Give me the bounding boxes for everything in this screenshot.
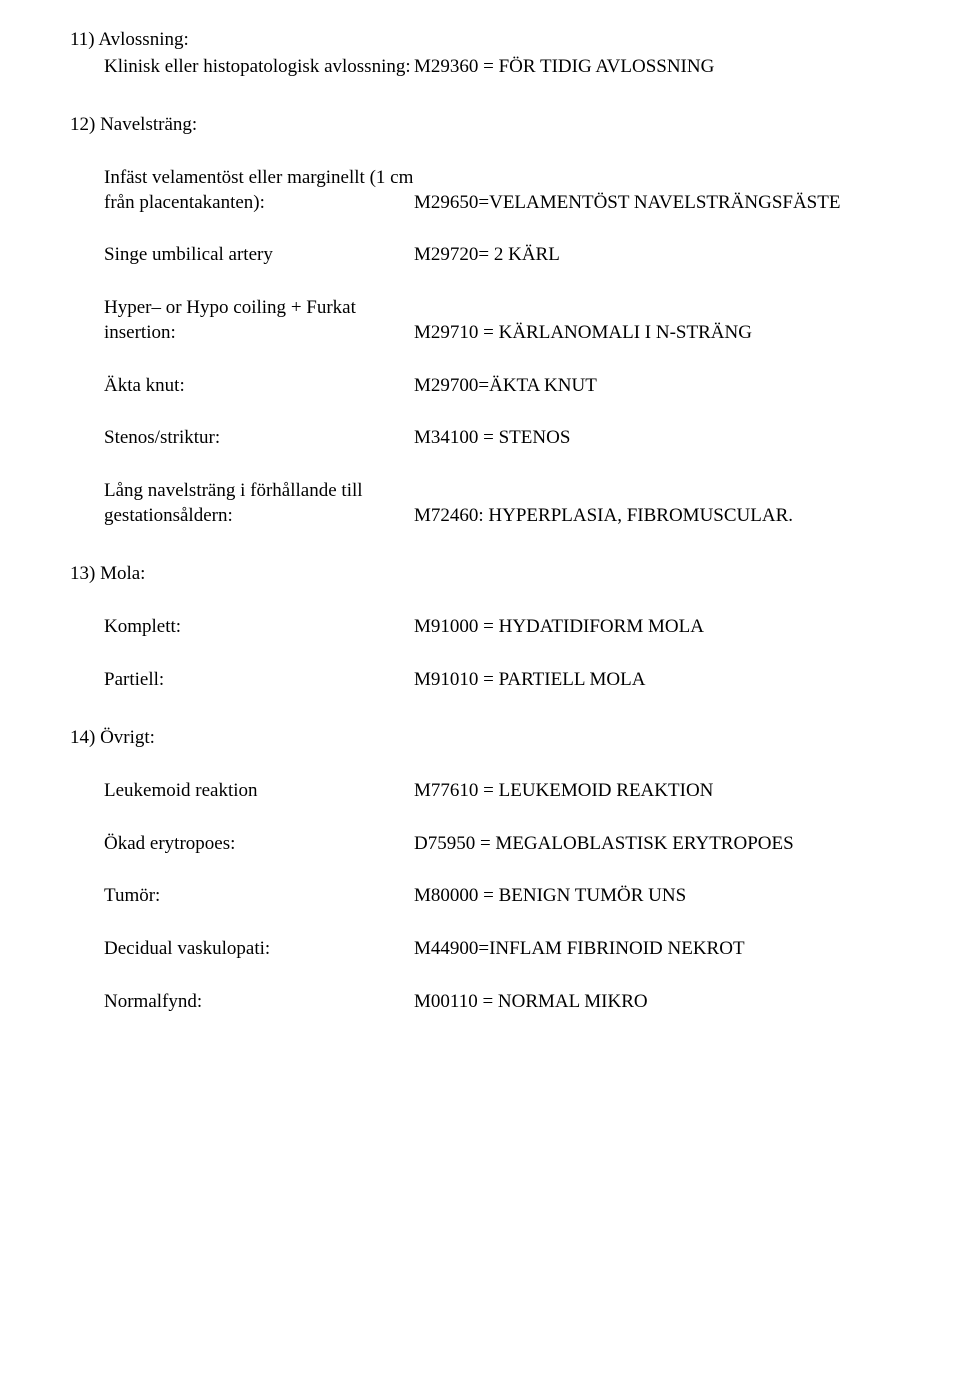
section-11-label: Klinisk eller histopatologisk avlossning…	[70, 55, 414, 80]
entry-partiell: Partiell: M91010 = PARTIELL MOLA	[70, 668, 890, 693]
entry-erytropoes: Ökad erytropoes: D75950 = MEGALOBLASTISK…	[70, 832, 890, 857]
entry-value: M44900=INFLAM FIBRINOID NEKROT	[414, 937, 890, 962]
label-line: placentakanten):	[139, 192, 265, 213]
entry-label: Singe umbilical artery	[70, 243, 414, 268]
entry-label: Ökad erytropoes:	[70, 832, 414, 857]
section-11-title: 11) Avlossning:	[70, 28, 890, 53]
label-line: gestationsåldern:	[104, 505, 233, 526]
entry-velamentost: Infäst velamentöst eller marginellt (1 c…	[70, 166, 890, 215]
entry-label: Tumör:	[70, 884, 414, 909]
section-14-title: 14) Övrigt:	[70, 726, 890, 751]
entry-label: Stenos/striktur:	[70, 426, 414, 451]
section-11: 11) Avlossning: Klinisk eller histopatol…	[70, 28, 890, 79]
entry-value: M34100 = STENOS	[414, 426, 890, 451]
entry-label: Lång navelsträng i förhållande till gest…	[70, 479, 414, 528]
code-value: M29360 = FÖR TIDIG AVLOSSNING	[414, 56, 714, 77]
label-line: avlossning:	[324, 56, 411, 77]
entry-komplett: Komplett: M91000 = HYDATIDIFORM MOLA	[70, 615, 890, 640]
label-line: Infäst velamentöst eller	[104, 167, 282, 188]
entry-singe-umbilical: Singe umbilical artery M29720= 2 KÄRL	[70, 243, 890, 268]
label-line: Lång navelsträng i	[104, 480, 245, 501]
entry-value: M80000 = BENIGN TUMÖR UNS	[414, 884, 890, 909]
entry-decidual: Decidual vaskulopati: M44900=INFLAM FIBR…	[70, 937, 890, 962]
entry-label: Hyper– or Hypo coiling + Furkat insertio…	[70, 296, 414, 345]
label-line: histopatologisk	[203, 56, 319, 77]
entry-value: M29650=VELAMENTÖST NAVELSTRÄNGSFÄSTE	[414, 191, 890, 216]
section-14: 14) Övrigt: Leukemoid reaktion M77610 = …	[70, 726, 890, 1014]
entry-label: Partiell:	[70, 668, 414, 693]
entry-value: M72460: HYPERPLASIA, FIBROMUSCULAR.	[414, 504, 890, 529]
entry-stenos: Stenos/striktur: M34100 = STENOS	[70, 426, 890, 451]
entry-value: M29720= 2 KÄRL	[414, 243, 890, 268]
entry-label: Normalfynd:	[70, 990, 414, 1015]
entry-value: M77610 = LEUKEMOID REAKTION	[414, 779, 890, 804]
entry-value: M00110 = NORMAL MIKRO	[414, 990, 890, 1015]
entry-value: M91010 = PARTIELL MOLA	[414, 668, 890, 693]
entry-akta-knut: Äkta knut: M29700=ÄKTA KNUT	[70, 374, 890, 399]
section-13-title: 13) Mola:	[70, 562, 890, 587]
section-12-title: 12) Navelsträng:	[70, 113, 890, 138]
section-12: 12) Navelsträng: Infäst velamentöst elle…	[70, 113, 890, 528]
entry-value: D75950 = MEGALOBLASTISK ERYTROPOES	[414, 832, 890, 857]
entry-label: Äkta knut:	[70, 374, 414, 399]
entry-value: M29710 = KÄRLANOMALI I N-STRÄNG	[414, 321, 890, 346]
document-page: 11) Avlossning: Klinisk eller histopatol…	[0, 0, 960, 1054]
section-11-entry: Klinisk eller histopatologisk avlossning…	[70, 55, 890, 80]
section-11-value: M29360 = FÖR TIDIG AVLOSSNING	[414, 55, 890, 80]
entry-value: M29700=ÄKTA KNUT	[414, 374, 890, 399]
section-13: 13) Mola: Komplett: M91000 = HYDATIDIFOR…	[70, 562, 890, 692]
label-line: Klinisk eller	[104, 56, 198, 77]
entry-tumor: Tumör: M80000 = BENIGN TUMÖR UNS	[70, 884, 890, 909]
entry-label: Decidual vaskulopati:	[70, 937, 414, 962]
entry-normalfynd: Normalfynd: M00110 = NORMAL MIKRO	[70, 990, 890, 1015]
entry-hyper-hypo: Hyper– or Hypo coiling + Furkat insertio…	[70, 296, 890, 345]
entry-label: Leukemoid reaktion	[70, 779, 414, 804]
label-line: förhållande till	[250, 480, 362, 501]
code-value: M29650=VELAMENTÖST NAVELSTRÄNGSFÄSTE	[414, 192, 840, 213]
entry-label: Komplett:	[70, 615, 414, 640]
code-value: M72460: HYPERPLASIA, FIBROMUSCULAR.	[414, 505, 793, 526]
entry-value: M91000 = HYDATIDIFORM MOLA	[414, 615, 890, 640]
label-line: Hyper– or Hypo coiling	[104, 297, 286, 318]
code-value: M29710 = KÄRLANOMALI I N-STRÄNG	[414, 322, 752, 343]
entry-label: Infäst velamentöst eller marginellt (1 c…	[70, 166, 414, 215]
entry-lang-navelstrang: Lång navelsträng i förhållande till gest…	[70, 479, 890, 528]
entry-leukemoid: Leukemoid reaktion M77610 = LEUKEMOID RE…	[70, 779, 890, 804]
